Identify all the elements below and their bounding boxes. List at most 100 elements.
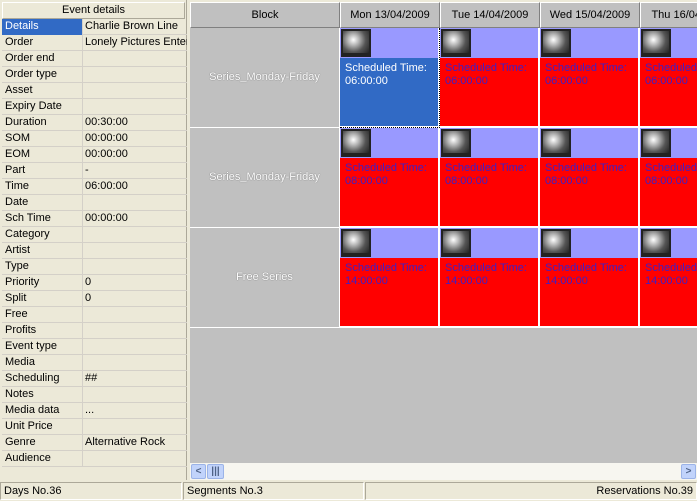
detail-label: Genre bbox=[2, 435, 83, 451]
detail-value[interactable]: 00:30:00 bbox=[85, 116, 128, 128]
detail-row[interactable]: Profits bbox=[2, 323, 187, 339]
tv-icon bbox=[541, 29, 571, 57]
detail-value[interactable] bbox=[84, 259, 187, 275]
block-name[interactable]: Free Series bbox=[190, 228, 340, 328]
scroll-left-button[interactable]: < bbox=[191, 464, 206, 479]
detail-value[interactable]: 06:00:00 bbox=[85, 180, 128, 192]
detail-row[interactable]: Date bbox=[2, 195, 187, 211]
detail-value[interactable]: Charlie Brown Line bbox=[85, 20, 178, 32]
detail-row[interactable]: Unit Price bbox=[2, 419, 187, 435]
event-cell[interactable]: Scheduled Time:06:00:00 bbox=[640, 28, 697, 128]
scroll-thumb[interactable]: ||| bbox=[207, 464, 224, 479]
detail-row[interactable]: SOM 00:00:00 bbox=[2, 131, 187, 147]
day-column-header[interactable]: Tue 14/04/2009 bbox=[440, 2, 540, 28]
detail-label: Expiry Date bbox=[2, 99, 83, 115]
event-cell[interactable]: Scheduled Time:08:00:00 bbox=[540, 128, 640, 228]
detail-value[interactable]: Alternative Rock bbox=[85, 436, 166, 448]
event-cell[interactable]: Scheduled Time:14:00:00 bbox=[440, 228, 540, 328]
detail-value[interactable]: ## bbox=[85, 372, 98, 384]
event-body: Scheduled Time:06:00:00 bbox=[340, 58, 438, 126]
detail-row[interactable]: Duration 00:30:00 bbox=[2, 115, 187, 131]
event-cell[interactable]: Scheduled Time:08:00:00 bbox=[340, 128, 440, 228]
detail-row[interactable]: Order end bbox=[2, 51, 187, 67]
detail-row[interactable]: Split 0 bbox=[2, 291, 187, 307]
detail-value[interactable]: 00:00:00 bbox=[85, 132, 128, 144]
detail-value[interactable] bbox=[84, 451, 187, 467]
detail-value[interactable] bbox=[84, 51, 187, 67]
horizontal-scrollbar[interactable]: < ||| > bbox=[190, 463, 697, 480]
detail-value[interactable] bbox=[84, 99, 187, 115]
event-cell[interactable]: Scheduled Time:14:00:00 bbox=[540, 228, 640, 328]
detail-value[interactable] bbox=[84, 419, 187, 435]
detail-value[interactable] bbox=[84, 387, 187, 403]
detail-value[interactable]: 00:00:00 bbox=[85, 148, 128, 160]
event-cell[interactable]: Scheduled Time:14:00:00 bbox=[340, 228, 440, 328]
detail-row[interactable]: Time 06:00:00 bbox=[2, 179, 187, 195]
detail-value[interactable]: - bbox=[85, 164, 89, 176]
block-name[interactable]: Series_Monday-Friday bbox=[190, 28, 340, 128]
detail-row[interactable]: Sch Time 00:00:00 bbox=[2, 211, 187, 227]
event-cell[interactable]: Scheduled Time:08:00:00 bbox=[640, 128, 697, 228]
detail-row[interactable]: Artist bbox=[2, 243, 187, 259]
scheduled-time-label: Scheduled Time: bbox=[345, 62, 427, 74]
detail-row[interactable]: Genre Alternative Rock bbox=[2, 435, 187, 451]
detail-value[interactable] bbox=[84, 83, 187, 99]
detail-value[interactable] bbox=[84, 307, 187, 323]
detail-value[interactable] bbox=[84, 339, 187, 355]
event-cell[interactable]: Scheduled Time:14:00:00 bbox=[640, 228, 697, 328]
detail-value[interactable] bbox=[84, 67, 187, 83]
detail-row[interactable]: Asset bbox=[2, 83, 187, 99]
detail-value[interactable]: Lonely Pictures Enter bbox=[85, 36, 187, 48]
event-cell[interactable]: Scheduled Time:06:00:00 bbox=[540, 28, 640, 128]
detail-row[interactable]: Event type bbox=[2, 339, 187, 355]
detail-label: Date bbox=[2, 195, 83, 211]
detail-value[interactable] bbox=[84, 227, 187, 243]
block-name[interactable]: Series_Monday-Friday bbox=[190, 128, 340, 228]
detail-row[interactable]: Media bbox=[2, 355, 187, 371]
event-body: Scheduled Time:14:00:00 bbox=[340, 258, 438, 326]
detail-row[interactable]: Media data... bbox=[2, 403, 187, 419]
status-bar: Days No.36 Segments No.3 Reservations No… bbox=[0, 481, 697, 501]
day-column-header[interactable]: Mon 13/04/2009 bbox=[340, 2, 440, 28]
event-icon-bar bbox=[440, 28, 538, 58]
block-column-header[interactable]: Block bbox=[190, 2, 340, 28]
detail-label: Notes bbox=[2, 387, 83, 403]
event-body: Scheduled Time:14:00:00 bbox=[440, 258, 538, 326]
event-cell[interactable]: Scheduled Time:08:00:00 bbox=[440, 128, 540, 228]
detail-value[interactable] bbox=[84, 323, 187, 339]
day-column-header[interactable]: Thu 16/04/2009 bbox=[640, 2, 697, 28]
detail-row[interactable]: Details Charlie Brown Line bbox=[2, 19, 187, 35]
event-cell[interactable]: Scheduled Time:06:00:00 bbox=[440, 28, 540, 128]
reservations-count: Reservations No.39 bbox=[365, 482, 697, 500]
detail-value[interactable] bbox=[84, 355, 187, 371]
detail-value[interactable]: 0 bbox=[85, 292, 92, 304]
tv-icon bbox=[441, 29, 471, 57]
detail-row[interactable]: Notes bbox=[2, 387, 187, 403]
scheduled-time-label: Scheduled Time: bbox=[545, 62, 627, 74]
detail-row[interactable]: Order Lonely Pictures Enter bbox=[2, 35, 187, 51]
detail-value[interactable]: ... bbox=[85, 404, 95, 416]
scroll-right-button[interactable]: > bbox=[681, 464, 696, 479]
scheduled-time-value: 08:00:00 bbox=[545, 175, 588, 187]
detail-value[interactable] bbox=[84, 195, 187, 211]
detail-row[interactable]: Category bbox=[2, 227, 187, 243]
detail-value[interactable]: 0 bbox=[85, 276, 92, 288]
event-body: Scheduled Time:08:00:00 bbox=[540, 158, 638, 226]
tv-icon bbox=[341, 229, 371, 257]
detail-row[interactable]: Type bbox=[2, 259, 187, 275]
detail-row[interactable]: Audience bbox=[2, 451, 187, 467]
detail-row[interactable]: Free bbox=[2, 307, 187, 323]
day-column-header[interactable]: Wed 15/04/2009 bbox=[540, 2, 640, 28]
detail-row[interactable]: EOM 00:00:00 bbox=[2, 147, 187, 163]
detail-row[interactable]: Expiry Date bbox=[2, 99, 187, 115]
detail-value[interactable]: 00:00:00 bbox=[85, 212, 128, 224]
detail-row[interactable]: Order type bbox=[2, 67, 187, 83]
detail-label: Event type bbox=[2, 339, 83, 355]
detail-row[interactable]: Priority 0 bbox=[2, 275, 187, 291]
detail-value[interactable] bbox=[84, 243, 187, 259]
event-cell[interactable]: Scheduled Time:06:00:00 bbox=[340, 28, 440, 128]
detail-row[interactable]: Scheduling ## bbox=[2, 371, 187, 387]
detail-label: Order type bbox=[2, 67, 83, 83]
detail-row[interactable]: Part - bbox=[2, 163, 187, 179]
tv-icon bbox=[441, 129, 471, 157]
